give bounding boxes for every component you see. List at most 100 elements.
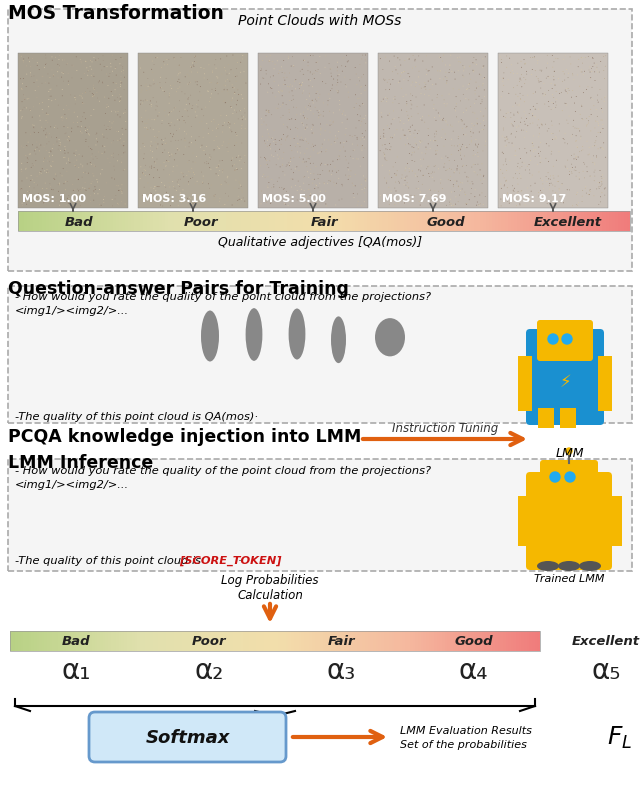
Ellipse shape	[246, 309, 262, 362]
Point	[575, 109, 586, 122]
Point	[585, 170, 595, 183]
Point	[137, 116, 147, 129]
Point	[209, 194, 219, 207]
Point	[378, 131, 388, 144]
Point	[455, 185, 465, 198]
Point	[402, 96, 412, 109]
Point	[227, 95, 237, 108]
Text: Bad: Bad	[65, 215, 93, 228]
Point	[397, 169, 407, 182]
Point	[289, 75, 300, 88]
Point	[575, 80, 585, 93]
Point	[287, 182, 297, 195]
Point	[22, 152, 33, 165]
Point	[161, 77, 171, 90]
Point	[231, 63, 241, 76]
Point	[419, 88, 429, 101]
Point	[118, 140, 129, 153]
Point	[472, 200, 482, 212]
Point	[292, 195, 302, 208]
Point	[33, 81, 44, 94]
Point	[453, 133, 463, 146]
Point	[172, 143, 182, 156]
Point	[136, 98, 146, 111]
Point	[217, 69, 227, 82]
Point	[470, 159, 480, 172]
Point	[464, 139, 474, 152]
Point	[429, 185, 440, 198]
Point	[599, 96, 609, 109]
Point	[340, 71, 350, 84]
Bar	[52, 631, 56, 651]
Point	[447, 200, 457, 212]
Point	[357, 184, 367, 197]
Point	[92, 174, 102, 187]
Point	[597, 169, 607, 182]
Bar	[401, 212, 404, 232]
Point	[432, 145, 442, 158]
Point	[466, 127, 476, 139]
Point	[509, 116, 520, 129]
Point	[37, 104, 47, 117]
Point	[577, 58, 588, 71]
Point	[386, 118, 396, 131]
Point	[218, 96, 228, 109]
Point	[499, 179, 509, 192]
Point	[360, 85, 370, 98]
Point	[61, 157, 72, 170]
Point	[310, 101, 320, 114]
Point	[284, 104, 294, 117]
Point	[36, 139, 46, 152]
Bar	[600, 212, 603, 232]
Point	[404, 71, 415, 84]
Point	[512, 165, 522, 178]
Point	[502, 159, 512, 172]
Point	[57, 84, 67, 97]
Point	[504, 88, 514, 101]
Point	[87, 88, 97, 101]
Point	[445, 119, 456, 132]
Point	[298, 110, 308, 123]
Point	[455, 148, 465, 161]
Point	[501, 139, 511, 152]
Point	[530, 102, 540, 115]
Point	[360, 54, 371, 67]
Point	[212, 141, 223, 154]
Point	[477, 94, 487, 107]
Point	[142, 95, 152, 108]
Point	[360, 182, 370, 195]
Point	[306, 168, 316, 181]
Point	[60, 145, 70, 158]
Point	[182, 193, 193, 206]
Point	[442, 164, 452, 177]
Point	[211, 85, 221, 98]
Point	[337, 180, 348, 193]
Point	[458, 115, 468, 128]
Bar	[193, 631, 196, 651]
Point	[262, 196, 272, 209]
Point	[584, 142, 595, 155]
Point	[303, 152, 313, 165]
Point	[303, 200, 313, 212]
Point	[405, 122, 415, 135]
Point	[149, 189, 159, 202]
Bar	[201, 631, 204, 651]
Point	[192, 175, 202, 188]
Point	[561, 64, 572, 77]
Point	[567, 161, 577, 174]
Point	[18, 55, 28, 68]
Point	[576, 67, 586, 79]
Point	[218, 165, 228, 178]
Point	[562, 163, 572, 176]
Point	[263, 105, 273, 118]
Point	[516, 170, 526, 183]
Point	[350, 62, 360, 75]
Point	[116, 52, 126, 65]
Bar	[439, 631, 442, 651]
Point	[206, 179, 216, 192]
Point	[282, 131, 292, 144]
Point	[600, 91, 611, 104]
Point	[299, 171, 309, 184]
Point	[522, 89, 532, 102]
Point	[35, 145, 45, 158]
